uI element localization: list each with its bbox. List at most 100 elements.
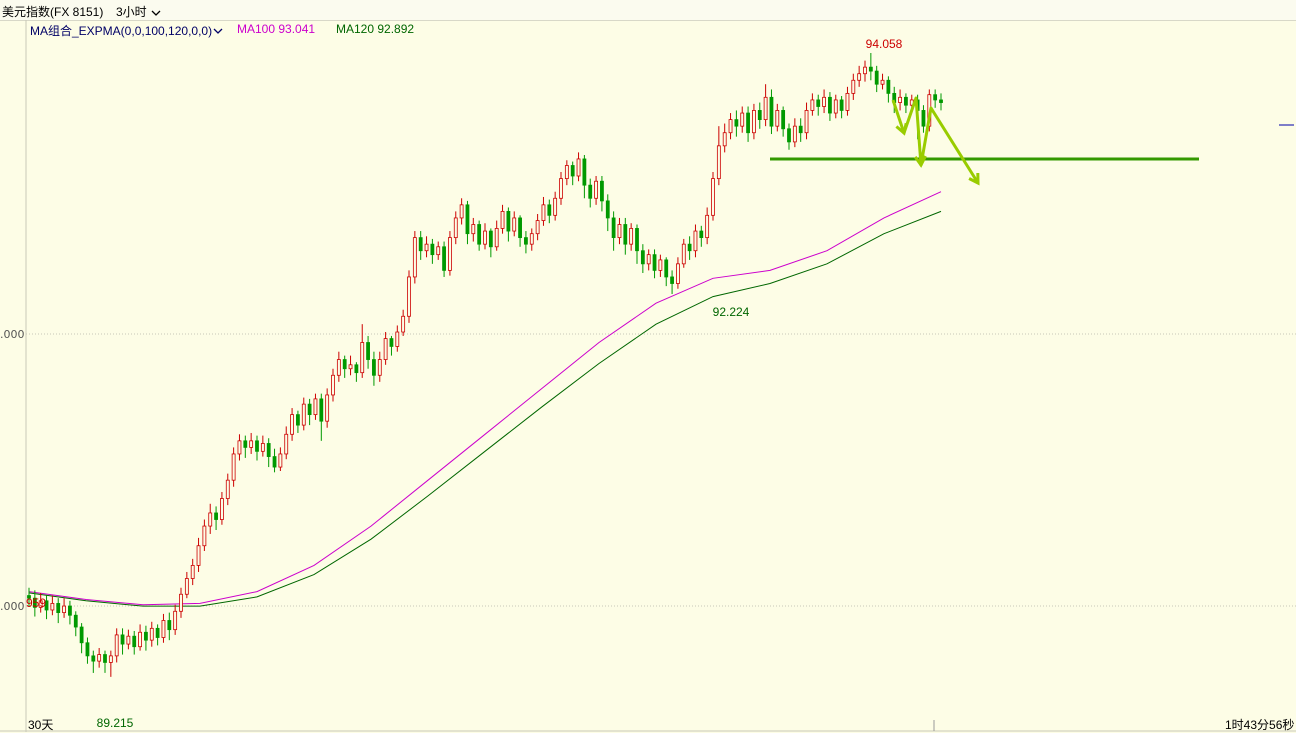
candle-body bbox=[687, 243, 692, 252]
candle-body bbox=[103, 654, 107, 663]
candle bbox=[412, 231, 417, 284]
candle-body bbox=[845, 92, 850, 111]
candle-body bbox=[676, 263, 680, 284]
candle-body bbox=[383, 338, 388, 360]
candle bbox=[570, 161, 575, 186]
candle-body bbox=[360, 342, 365, 374]
candle-body bbox=[664, 259, 669, 278]
candle-body bbox=[798, 125, 803, 134]
candle-body bbox=[38, 600, 43, 608]
candle bbox=[547, 199, 552, 224]
candle bbox=[237, 434, 242, 461]
indicator-name[interactable]: MA组合_EXPMA(0,0,100,120,0,0) bbox=[30, 22, 223, 39]
candle bbox=[436, 241, 441, 260]
candle-body bbox=[559, 178, 563, 199]
candle bbox=[746, 106, 750, 142]
candle bbox=[108, 650, 113, 677]
candle-body bbox=[27, 595, 31, 599]
candle bbox=[711, 172, 715, 221]
candle bbox=[167, 612, 172, 641]
ma120-line bbox=[28, 210, 942, 607]
candle-body bbox=[518, 217, 522, 239]
candle-body bbox=[506, 210, 511, 232]
candle-body bbox=[313, 398, 318, 416]
candle bbox=[810, 93, 815, 116]
candle bbox=[144, 625, 148, 651]
candle bbox=[389, 335, 394, 356]
candle-body bbox=[547, 204, 552, 216]
candle-body bbox=[56, 603, 61, 614]
candle bbox=[255, 435, 259, 461]
candle-body bbox=[722, 132, 727, 147]
candle-body bbox=[336, 359, 341, 376]
candle bbox=[260, 435, 265, 457]
candle bbox=[448, 231, 452, 276]
candle bbox=[792, 118, 797, 148]
candle-body bbox=[711, 178, 715, 216]
candle-body bbox=[535, 220, 540, 235]
candle bbox=[471, 217, 476, 242]
candle bbox=[646, 249, 651, 271]
candle-body bbox=[220, 498, 224, 520]
candle bbox=[313, 393, 318, 420]
candle bbox=[594, 175, 598, 205]
candle-body bbox=[652, 254, 657, 271]
countdown-label: 1时43分56秒 bbox=[1225, 718, 1295, 732]
candle-body bbox=[97, 654, 102, 662]
candle-body bbox=[921, 110, 926, 127]
candle bbox=[272, 448, 277, 473]
candle-body bbox=[822, 96, 826, 107]
candle-body bbox=[524, 237, 528, 245]
candle bbox=[529, 228, 534, 251]
candle-body bbox=[389, 338, 394, 347]
candle-body bbox=[179, 593, 183, 612]
candle-body bbox=[588, 184, 593, 199]
candle bbox=[79, 623, 84, 654]
candle bbox=[32, 590, 37, 617]
candle-body bbox=[787, 128, 791, 143]
candle bbox=[27, 587, 31, 607]
candle-body bbox=[331, 374, 335, 396]
candle-body bbox=[225, 479, 230, 499]
candle-body bbox=[939, 99, 943, 103]
candle bbox=[190, 558, 195, 586]
candle-body bbox=[886, 79, 891, 94]
candle bbox=[781, 106, 786, 137]
candle bbox=[851, 73, 856, 100]
candle-body bbox=[863, 66, 867, 75]
candle bbox=[114, 628, 119, 663]
candle-body bbox=[114, 634, 119, 657]
indicator-chevron-icon bbox=[213, 28, 223, 34]
candle-body bbox=[488, 230, 493, 248]
candle-body bbox=[611, 217, 616, 239]
candle bbox=[494, 220, 499, 251]
period-selector[interactable]: 3小时 bbox=[116, 3, 161, 20]
candle bbox=[798, 118, 803, 142]
candle bbox=[524, 231, 528, 254]
candle-body bbox=[401, 315, 406, 333]
candle-body bbox=[377, 359, 382, 376]
candle bbox=[500, 204, 505, 234]
candle bbox=[202, 519, 207, 551]
candle bbox=[775, 103, 780, 132]
candle bbox=[921, 105, 926, 133]
candle bbox=[465, 200, 470, 245]
candle bbox=[676, 257, 680, 289]
candle-body bbox=[564, 165, 569, 180]
candle-body bbox=[85, 642, 90, 657]
candle-body bbox=[804, 110, 809, 134]
candle-body bbox=[108, 655, 113, 663]
candle bbox=[904, 93, 908, 114]
candle-body bbox=[716, 145, 721, 180]
candle bbox=[214, 506, 218, 531]
candle bbox=[699, 225, 704, 247]
candle-body bbox=[740, 112, 745, 127]
candle-body bbox=[319, 398, 324, 422]
candle-body bbox=[144, 631, 148, 641]
candle bbox=[44, 595, 49, 620]
period-label: 3小时 bbox=[116, 5, 147, 19]
candle-body bbox=[430, 243, 435, 256]
candle bbox=[757, 102, 762, 129]
candle bbox=[722, 123, 727, 153]
